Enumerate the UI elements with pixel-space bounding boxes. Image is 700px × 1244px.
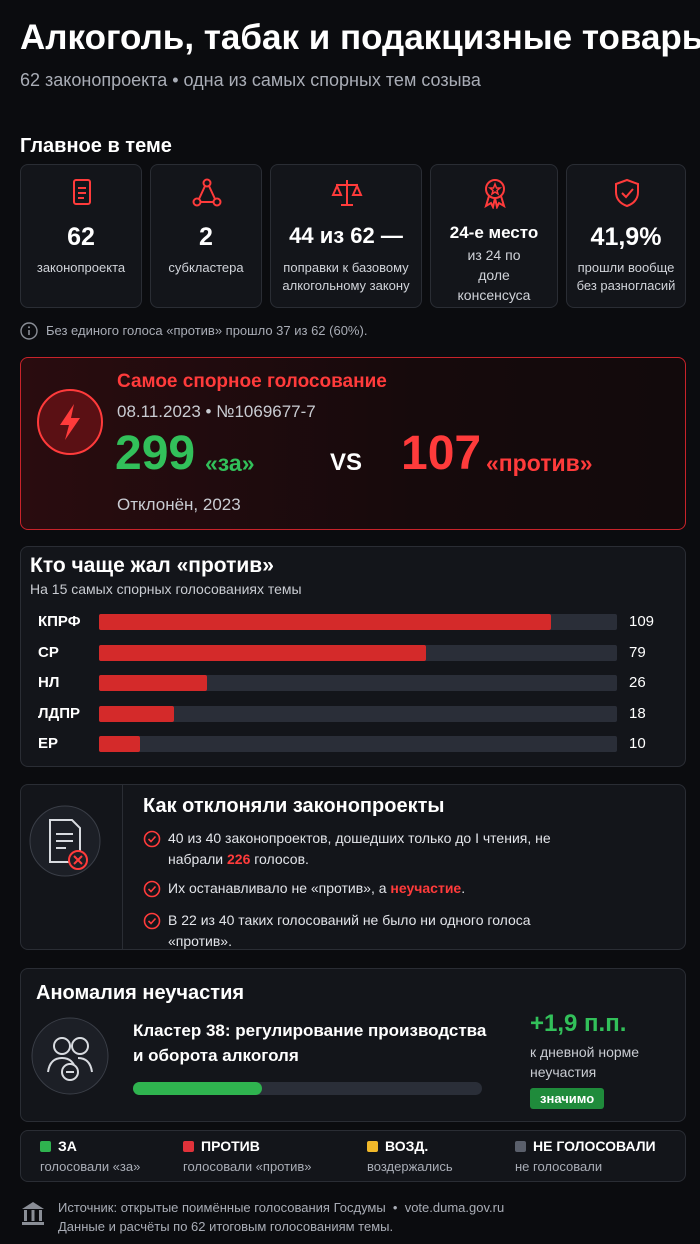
card-icon	[615, 178, 639, 208]
card-label: законопроекта	[36, 260, 126, 275]
chart-title: Кто чаще жал «против»	[30, 554, 274, 577]
subtitle: 62 законопроекта • одна из самых спорных…	[20, 70, 481, 90]
result: Отклонён, 2023	[117, 495, 241, 514]
card-label: поправки к базовому алкогольному закону	[282, 260, 410, 293]
contested-meta: 08.11.2023 • №1069677-7	[117, 402, 316, 421]
card-label: субкластера	[168, 260, 244, 275]
bar	[99, 614, 551, 630]
contested-box	[20, 357, 686, 530]
title: Алкоголь, табак и подакцизные товары	[20, 18, 700, 57]
legend-desc: не голосовали	[515, 1159, 603, 1174]
bar-track	[99, 675, 617, 691]
check-icon	[143, 880, 161, 898]
check-icon	[143, 912, 161, 930]
card-value: 44 из 62 —	[289, 223, 403, 248]
value-label: 18	[629, 704, 646, 722]
legend-swatch	[367, 1141, 378, 1152]
against-value: 107	[401, 427, 482, 480]
category-label: ЕР	[38, 735, 59, 752]
value-label: 10	[629, 735, 646, 752]
against-label: «против»	[486, 450, 593, 476]
legend-name: ЗА	[58, 1138, 77, 1154]
card: 24-е место из 24 по доле консенсуса	[430, 164, 558, 308]
for-label: «за»	[205, 450, 255, 476]
text: В 22 из 40 таких голосований не было ни …	[168, 912, 531, 949]
list-item: Их останавливало не «против», а неучасти…	[168, 878, 568, 899]
vs: VS	[330, 449, 363, 476]
delta-label: к дневной норме неучастия	[530, 1044, 640, 1080]
legend-desc: голосовали «за»	[40, 1159, 141, 1174]
contested-title: Самое спорное голосование	[117, 371, 387, 392]
value-label: 26	[629, 674, 646, 691]
legend-desc: голосовали «против»	[183, 1159, 312, 1174]
legend-swatch	[40, 1141, 51, 1152]
text: Их останавливало не «против», а	[168, 880, 391, 896]
legend-name: ВОЗД.	[385, 1138, 429, 1154]
rejection-box	[20, 784, 686, 950]
text: .	[461, 880, 466, 896]
card: 2 субкластера	[150, 164, 262, 308]
legend-box	[20, 1130, 686, 1182]
bar	[99, 675, 207, 691]
value-label: 79	[629, 643, 646, 661]
anomaly-title: Аномалия неучастия	[36, 982, 245, 1004]
list-item: 40 из 40 законопроектов, дошедших только…	[168, 828, 568, 870]
legend-name: ПРОТИВ	[201, 1138, 260, 1154]
card-label: прошли вообще без разногласий	[576, 260, 676, 293]
card-value: 2	[199, 223, 213, 251]
bar	[99, 705, 174, 722]
legend-name: НЕ ГОЛОСОВАЛИ	[533, 1138, 656, 1154]
legend-swatch	[515, 1141, 526, 1152]
card: 41,9% прошли вообще без разногласий	[566, 164, 686, 308]
delta: +1,9 п.п.	[530, 1010, 627, 1037]
track	[133, 1082, 482, 1095]
legend-desc: воздержались	[367, 1159, 453, 1174]
category-label: НЛ	[38, 674, 60, 691]
check-icon	[143, 830, 161, 848]
section-title: Главное в теме	[20, 135, 172, 157]
card: 44 из 62 — поправки к базовому алкогольно…	[270, 164, 422, 308]
highlight: неучастие	[390, 880, 462, 896]
list-item: В 22 из 40 таких голосований не было ни …	[168, 910, 568, 952]
bar-track	[99, 705, 617, 722]
cluster: Кластер 38: регулирование производства и…	[133, 1021, 487, 1065]
source: Источник: открытые поимённые голосования…	[58, 1200, 505, 1215]
bar-track	[99, 736, 617, 752]
building-icon	[22, 1202, 44, 1225]
card-icon	[192, 178, 222, 207]
card-value: 24-е место	[449, 223, 539, 242]
for-value: 299	[115, 427, 196, 480]
card-value: 41,9%	[590, 223, 662, 251]
legend-swatch	[183, 1141, 194, 1152]
category-label: КПРФ	[38, 613, 81, 630]
doc-icon	[29, 805, 101, 877]
badge: значимо	[530, 1088, 605, 1109]
card-icon	[73, 179, 91, 205]
highlight: 226	[227, 851, 251, 867]
text: голосов.	[250, 851, 309, 867]
rejection-title: Как отклоняли законопроекты	[143, 795, 445, 817]
info-icon	[20, 322, 38, 340]
category-label: ЛДПР	[38, 704, 80, 722]
people-icon	[31, 1017, 109, 1095]
value-label: 109	[629, 613, 655, 630]
text: 40 из 40 законопроектов, дошедших только…	[168, 830, 551, 867]
category-label: СР	[38, 643, 59, 661]
card-icon	[484, 179, 506, 209]
chart-subtitle: На 15 самых спорных голосованиях темы	[30, 581, 302, 597]
bar	[99, 644, 427, 661]
bar	[99, 736, 141, 752]
note: Без единого голоса «против» прошло 37 из…	[46, 323, 368, 338]
card: 62 законопроекта	[20, 164, 142, 308]
divider	[122, 784, 123, 950]
card-value: 62	[67, 223, 95, 251]
track-fill	[133, 1082, 262, 1095]
bolt-icon	[37, 389, 103, 455]
card-icon	[331, 180, 363, 206]
footer-note: Данные и расчёты по 62 итоговым голосова…	[58, 1219, 394, 1234]
card-label: из 24 по доле консенсуса	[457, 247, 531, 303]
